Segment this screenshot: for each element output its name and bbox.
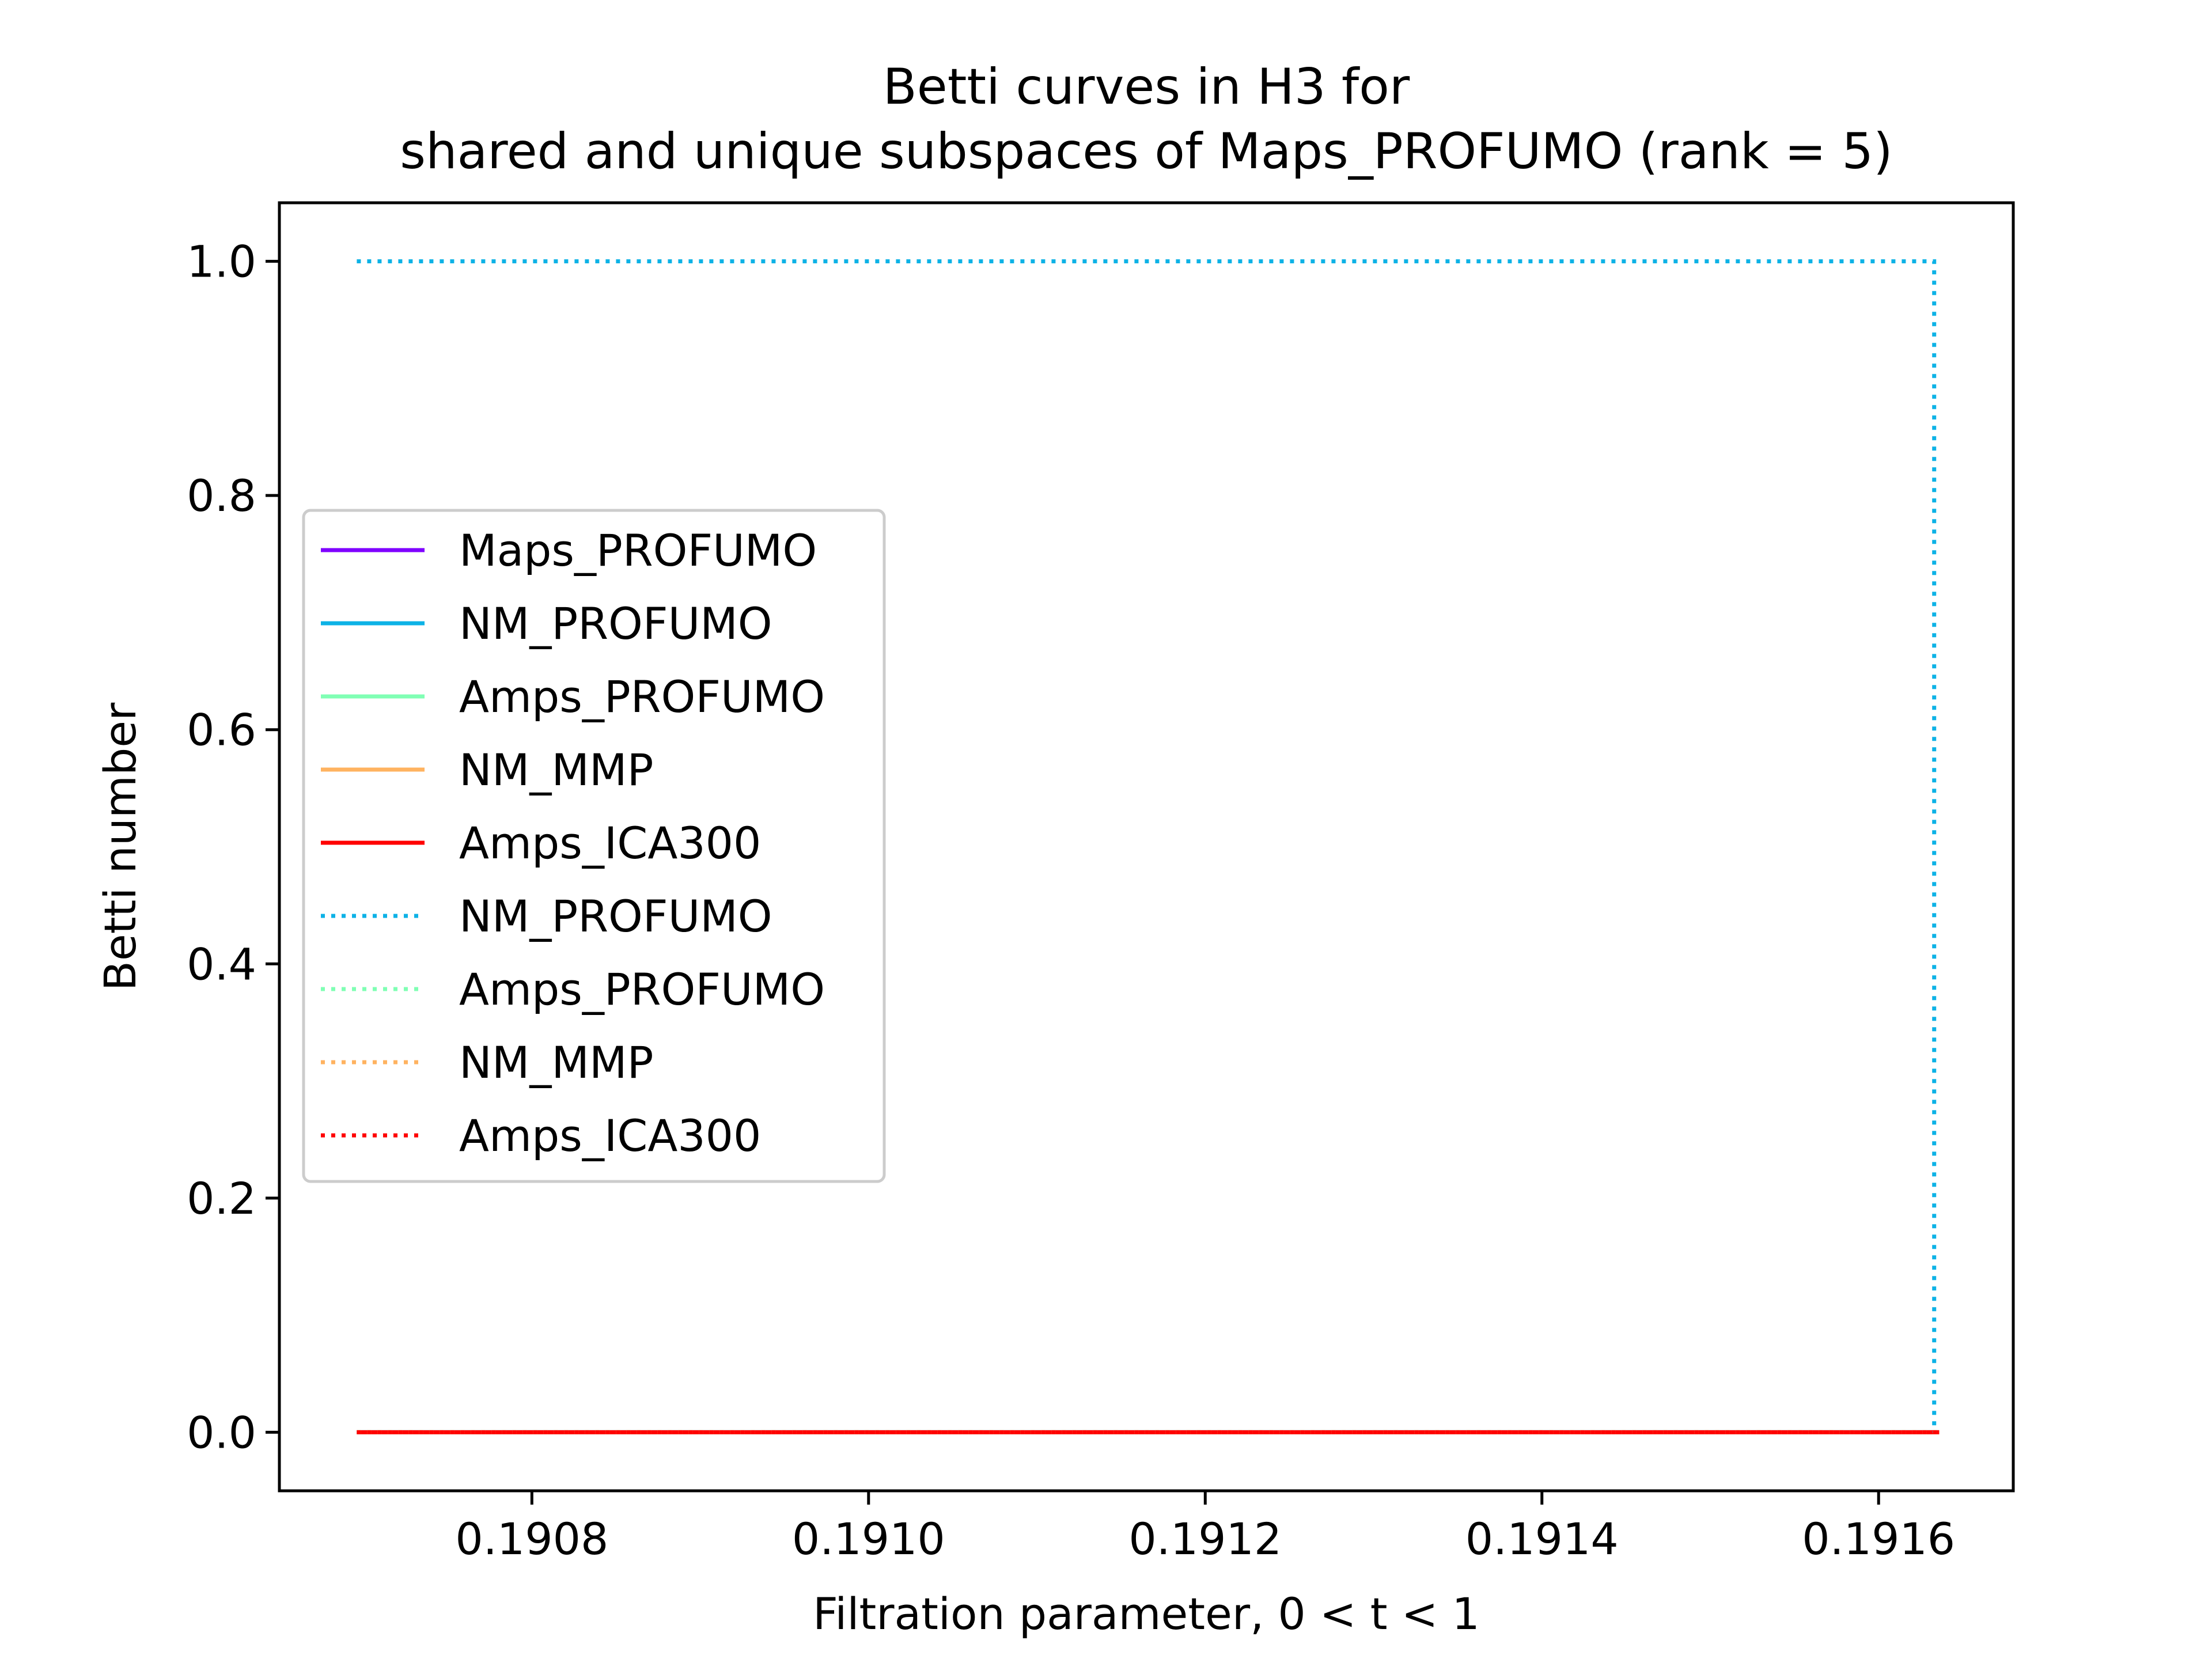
y-tick-label: 0.6 — [187, 704, 256, 756]
chart-title-line-2: shared and unique subspaces of Maps_PROF… — [400, 123, 1892, 180]
legend-label-5: Amps_ICA300 — [459, 817, 761, 869]
x-tick-label: 0.1916 — [1802, 1513, 1955, 1565]
legend-label-3: Amps_PROFUMO — [459, 671, 825, 722]
plot-lines — [357, 259, 1940, 1434]
legend-label-9: Amps_ICA300 — [459, 1110, 761, 1161]
x-tick-label: 0.1908 — [455, 1513, 608, 1565]
legend-label-2: NM_PROFUMO — [459, 598, 772, 649]
legend-label-7: Amps_PROFUMO — [459, 964, 825, 1015]
x-tick-label: 0.1914 — [1465, 1513, 1619, 1565]
x-tick-label: 0.1912 — [1128, 1513, 1282, 1565]
y-tick-label: 1.0 — [187, 236, 256, 287]
x-tick-label: 0.1910 — [792, 1513, 945, 1565]
x-axis-ticks: 0.1908 0.1910 0.1912 0.1914 0.1916 — [455, 1491, 1955, 1565]
x-axis-label: Filtration parameter, 0 < t < 1 — [813, 1588, 1480, 1639]
legend-label-1: Maps_PROFUMO — [459, 525, 817, 576]
legend-label-6: NM_PROFUMO — [459, 891, 772, 942]
y-tick-label: 0.0 — [187, 1407, 256, 1458]
y-axis-ticks: 0.0 0.2 0.4 0.6 0.8 1.0 — [187, 236, 279, 1458]
y-axis-label: Betti number — [94, 702, 146, 991]
y-tick-label: 0.8 — [187, 470, 256, 521]
series-line-6-dotted — [357, 259, 1937, 1433]
legend: Maps_PROFUMO NM_PROFUMO Amps_PROFUMO NM_MMP… — [302, 509, 886, 1183]
y-tick-label: 0.2 — [187, 1173, 256, 1224]
chart-title-line-1: Betti curves in H3 for — [883, 58, 1410, 116]
y-tick-label: 0.4 — [187, 938, 256, 990]
plot-frame — [278, 201, 2015, 1493]
legend-label-8: NM_MMP — [459, 1037, 653, 1088]
legend-box — [302, 509, 886, 1183]
legend-label-4: NM_MMP — [459, 744, 653, 796]
